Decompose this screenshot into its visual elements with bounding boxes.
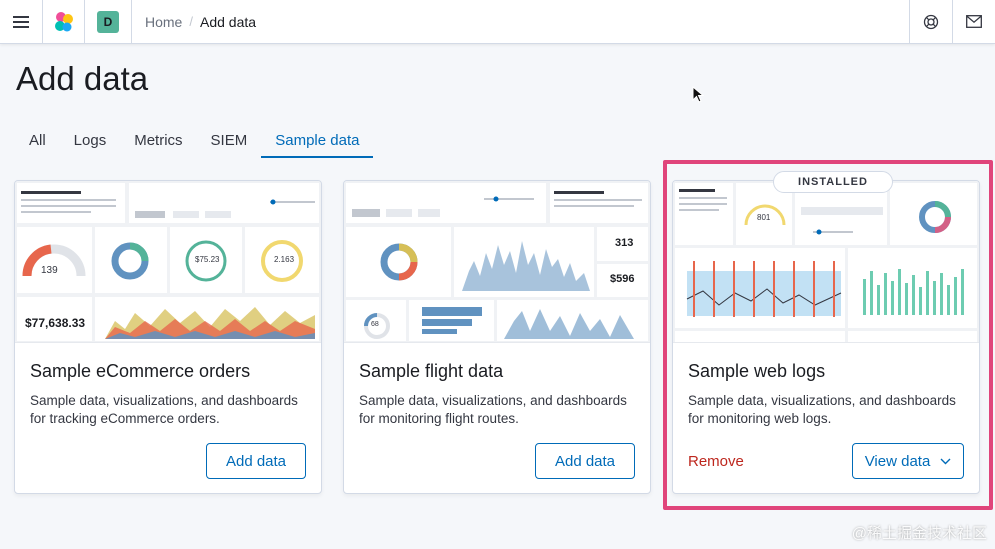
tab-all[interactable]: All [29, 131, 46, 149]
revenue-value: $77,638.33 [25, 316, 86, 330]
chevron-down-icon [940, 458, 951, 464]
tab-logs[interactable]: Logs [73, 131, 107, 149]
kibana-logo-icon [54, 11, 73, 31]
space-selector[interactable]: D [85, 0, 132, 43]
tab-sample-data[interactable]: Sample data [261, 122, 374, 158]
card-description: Sample data, visualizations, and dashboa… [359, 393, 627, 426]
help-button[interactable] [909, 0, 952, 43]
ecommerce-dashboard-thumbnail: 139 $75.23 2.163 $77,638.33 [15, 181, 321, 343]
newsfeed-button[interactable] [952, 0, 995, 43]
tab-metrics[interactable]: Metrics [134, 131, 183, 149]
breadcrumb-separator: / [189, 14, 193, 29]
add-data-button[interactable]: Add data [206, 443, 306, 479]
view-data-label: View data [864, 452, 931, 470]
card-title: Sample flight data [359, 361, 504, 381]
top-navigation-bar: D Home / Add data [0, 0, 995, 44]
card-title: Sample eCommerce orders [30, 361, 251, 381]
gauge-value: 139 [41, 265, 58, 276]
page-title: Add data [16, 60, 149, 97]
web-logs-dashboard-thumbnail: 801 [673, 181, 979, 343]
sample-web-logs-card: 801 INSTALLED Sample web logs Sample dat… [672, 171, 980, 494]
installed-badge: INSTALLED [773, 171, 893, 193]
delays-gauge-value: 68 [371, 321, 379, 328]
help-icon [923, 14, 939, 29]
avg-items-value: 2.163 [274, 255, 295, 264]
menu-button[interactable] [0, 0, 43, 43]
card-description: Sample data, visualizations, and dashboa… [688, 393, 956, 426]
view-data-button[interactable]: View data [852, 443, 964, 479]
mail-icon [966, 15, 982, 28]
breadcrumb: Home / Add data [145, 0, 256, 43]
breadcrumb-current: Add data [199, 13, 257, 30]
add-data-button[interactable]: Add data [535, 443, 635, 479]
watermark: @稀土掘金技术社区 [851, 525, 987, 542]
kibana-logo[interactable] [43, 0, 85, 43]
unique-visitors-value: 801 [757, 213, 771, 222]
remove-button[interactable]: Remove [688, 453, 744, 470]
menu-icon [13, 15, 29, 28]
card-title: Sample web logs [688, 361, 826, 381]
mouse-cursor-icon [692, 86, 704, 103]
card-description: Sample data, visualizations, and dashboa… [30, 393, 298, 426]
total-flights-value: 313 [615, 237, 634, 249]
avg-ticket-price-value: $596 [610, 273, 635, 285]
breadcrumb-home[interactable]: Home [145, 13, 183, 30]
flight-dashboard-thumbnail: 313 $596 68 [344, 181, 650, 343]
space-avatar: D [97, 10, 119, 33]
avg-spend-value: $75.23 [195, 255, 220, 264]
tab-siem[interactable]: SIEM [210, 131, 248, 149]
sample-ecommerce-card: 139 $75.23 2.163 $77,638.33 Sample eComm… [14, 180, 322, 494]
sample-flight-card: 313 $596 68 Sample flight data Sample da… [343, 180, 651, 494]
tab-bar: All Logs Metrics SIEM Sample data [15, 122, 374, 158]
